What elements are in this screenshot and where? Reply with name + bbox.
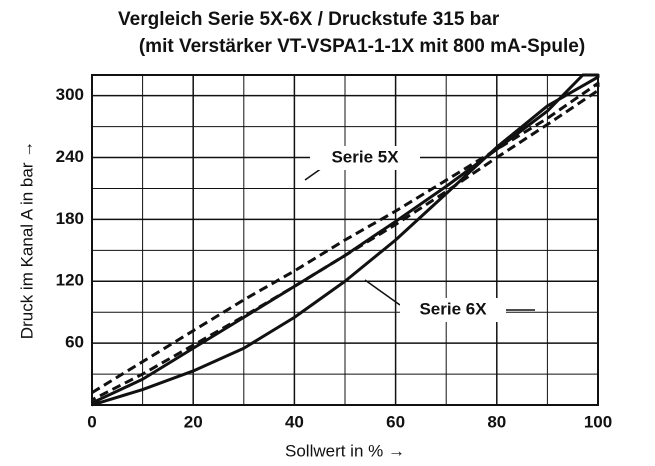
- y-tick-label: 180: [56, 209, 84, 228]
- label-bg: [310, 146, 420, 170]
- x-tick-label: 60: [386, 412, 405, 431]
- annotation: Serie 6X: [419, 299, 487, 318]
- series-line: [91, 73, 600, 407]
- chart-title: Vergleich Serie 5X-6X / Druckstufe 315 b…: [118, 9, 500, 30]
- y-axis-label: Druck im Kanal A in bar →: [17, 141, 36, 339]
- y-tick-label: 300: [56, 85, 84, 104]
- x-tick-label: 20: [184, 412, 203, 431]
- x-tick-label: 0: [87, 412, 96, 431]
- x-tick-label: 100: [584, 412, 612, 431]
- x-axis-label: Sollwert in % →: [285, 441, 405, 460]
- plot-frame: [91, 74, 599, 406]
- y-tick-label: 120: [56, 271, 84, 290]
- y-tick-label: 60: [65, 333, 84, 352]
- label-bg: [400, 298, 506, 322]
- y-tick-label: 240: [56, 147, 84, 166]
- series-line: [91, 81, 600, 402]
- annotation: Serie 5X: [331, 147, 399, 166]
- lines: [91, 73, 600, 407]
- leader-line: [364, 279, 401, 306]
- x-tick-label: 40: [285, 412, 304, 431]
- x-tick-label: 80: [487, 412, 506, 431]
- chart-subtitle: (mit Verstärker VT-VSPA1-1-1X mit 800 mA…: [139, 36, 585, 57]
